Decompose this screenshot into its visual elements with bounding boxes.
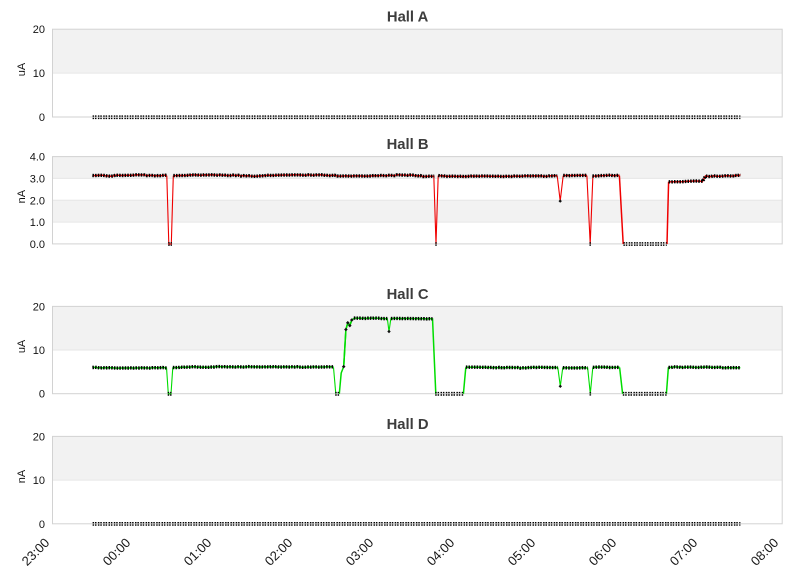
svg-text:0: 0 — [39, 112, 45, 124]
svg-text:10: 10 — [33, 68, 45, 80]
svg-text:4.0: 4.0 — [30, 152, 45, 164]
svg-text:Hall A: Hall A — [387, 10, 429, 26]
svg-text:20: 20 — [33, 431, 45, 443]
svg-text:nA: nA — [16, 469, 28, 483]
svg-text:3.0: 3.0 — [30, 173, 45, 185]
svg-text:1.0: 1.0 — [30, 217, 45, 229]
svg-text:uA: uA — [16, 339, 28, 353]
svg-text:Hall B: Hall B — [387, 137, 429, 153]
svg-text:uA: uA — [16, 62, 28, 76]
svg-text:10: 10 — [33, 345, 45, 357]
svg-text:20: 20 — [33, 301, 45, 313]
svg-text:0: 0 — [39, 389, 45, 401]
svg-text:0: 0 — [39, 519, 45, 531]
svg-text:nA: nA — [16, 189, 28, 203]
svg-text:Hall C: Hall C — [387, 287, 429, 303]
svg-text:10: 10 — [33, 475, 45, 487]
svg-text:20: 20 — [33, 24, 45, 36]
svg-text:2.0: 2.0 — [30, 195, 45, 207]
svg-text:0.0: 0.0 — [30, 239, 45, 251]
svg-text:Hall D: Hall D — [387, 417, 429, 433]
